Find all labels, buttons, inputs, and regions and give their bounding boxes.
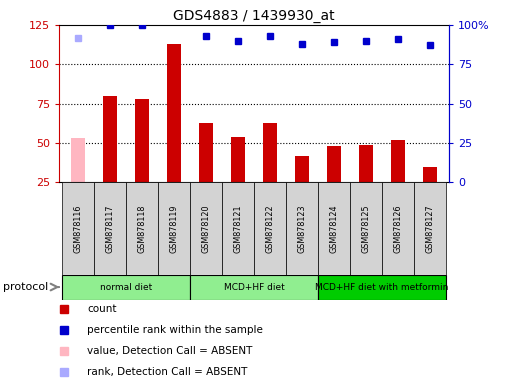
Bar [103, 96, 117, 182]
Bar [71, 138, 85, 182]
Text: GSM878123: GSM878123 [298, 204, 306, 253]
Text: GSM878116: GSM878116 [74, 204, 83, 253]
Bar [135, 99, 149, 182]
Text: GSM878126: GSM878126 [393, 204, 402, 253]
Bar [413, 182, 446, 275]
Title: GDS4883 / 1439930_at: GDS4883 / 1439930_at [173, 8, 335, 23]
Bar [318, 275, 446, 300]
Bar [327, 146, 341, 182]
Bar [158, 182, 190, 275]
Text: percentile rank within the sample: percentile rank within the sample [87, 325, 263, 335]
Bar [222, 182, 254, 275]
Bar [254, 182, 286, 275]
Text: MCD+HF diet with metformin: MCD+HF diet with metformin [315, 283, 448, 291]
Text: MCD+HF diet: MCD+HF diet [224, 283, 284, 291]
Bar [94, 182, 126, 275]
Text: GSM878127: GSM878127 [425, 204, 434, 253]
Bar [190, 275, 318, 300]
Text: GSM878120: GSM878120 [202, 204, 210, 253]
Bar [199, 122, 213, 182]
Text: GSM878121: GSM878121 [233, 204, 243, 253]
Text: rank, Detection Call = ABSENT: rank, Detection Call = ABSENT [87, 367, 248, 377]
Text: value, Detection Call = ABSENT: value, Detection Call = ABSENT [87, 346, 252, 356]
Bar [350, 182, 382, 275]
Text: GSM878119: GSM878119 [169, 204, 179, 253]
Bar [62, 182, 94, 275]
Text: GSM878124: GSM878124 [329, 204, 339, 253]
Bar [294, 156, 309, 182]
Bar [359, 145, 373, 182]
Bar [126, 182, 158, 275]
Bar [190, 182, 222, 275]
Text: GSM878117: GSM878117 [106, 204, 114, 253]
Bar [167, 44, 181, 182]
Text: count: count [87, 304, 117, 314]
Bar [382, 182, 413, 275]
Text: protocol: protocol [3, 282, 48, 292]
Bar [231, 137, 245, 182]
Bar [62, 275, 190, 300]
Text: GSM878118: GSM878118 [137, 204, 147, 253]
Bar [286, 182, 318, 275]
Bar [423, 167, 437, 182]
Text: GSM878125: GSM878125 [361, 204, 370, 253]
Text: GSM878122: GSM878122 [265, 204, 274, 253]
Text: normal diet: normal diet [100, 283, 152, 291]
Bar [390, 140, 405, 182]
Bar [318, 182, 350, 275]
Bar [263, 122, 277, 182]
